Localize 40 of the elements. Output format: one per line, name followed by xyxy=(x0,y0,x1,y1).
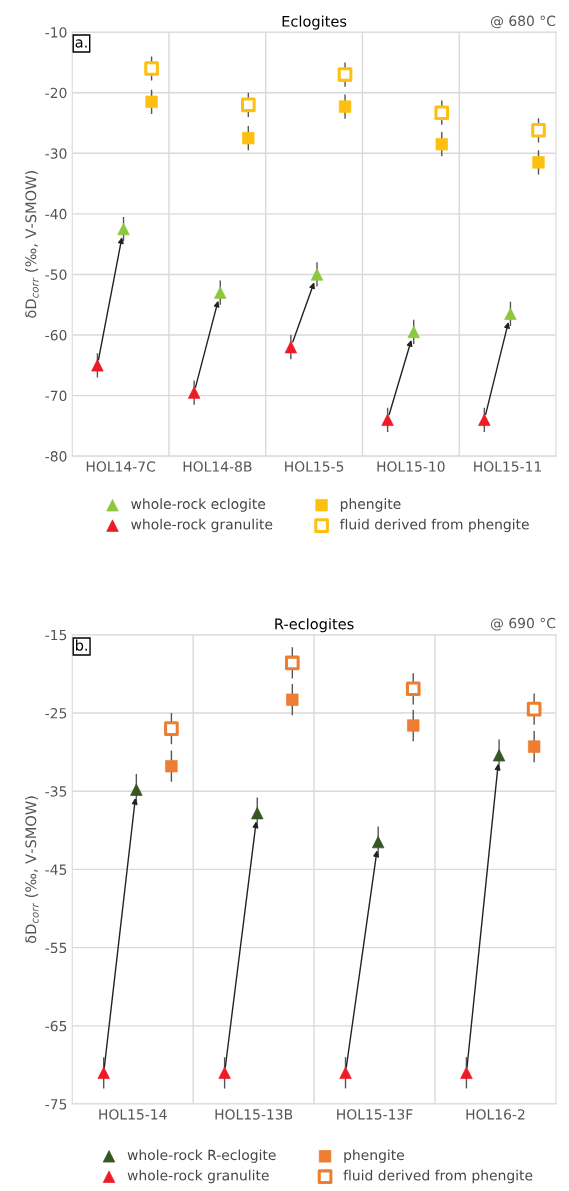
y-axis-title: δD$_{corr}$ (‰, V-SMOW) xyxy=(25,171,39,318)
y-tick-label: -20 xyxy=(45,87,67,99)
legend-label: whole-rock R-eclogite xyxy=(127,1149,276,1163)
y-tick-label: -10 xyxy=(45,27,67,38)
y-tick-label: -45 xyxy=(45,864,67,875)
x-tick-label: HOL15-11 xyxy=(474,461,541,472)
y-tick-label: -35 xyxy=(45,786,67,797)
x-tick-label: HOL15-13F xyxy=(337,1109,413,1120)
legend-label: fluid derived from phengite xyxy=(343,1169,533,1184)
x-tick-label: HOL16-2 xyxy=(466,1109,525,1120)
y-tick-label: -80 xyxy=(45,451,67,462)
y-axis-title: δD$_{corr}$ (‰, V-SMOW) xyxy=(25,796,39,944)
legend-label: whole-rock granulite xyxy=(127,1169,269,1184)
y-tick-label: -55 xyxy=(45,942,67,954)
y-tick-label: -40 xyxy=(45,208,67,220)
x-tick-label: HOL15-14 xyxy=(99,1109,167,1120)
x-tick-label: HOL15-5 xyxy=(285,461,344,472)
x-tick-label: HOL14-8B xyxy=(183,461,252,472)
y-tick-label: -30 xyxy=(45,148,67,159)
chart-title: R-eclogites xyxy=(275,618,354,633)
y-tick-label: -65 xyxy=(45,1020,67,1032)
y-tick-label: -60 xyxy=(45,329,67,341)
text: @ 690 °C xyxy=(490,617,556,631)
legend-label: phengite xyxy=(340,498,401,512)
y-tick-label: -70 xyxy=(45,390,67,402)
text: @ 680 °C xyxy=(490,15,556,29)
y-tick-label: -50 xyxy=(45,269,67,280)
legend-label: whole-rock granulite xyxy=(131,518,273,533)
x-tick-label: HOL15-10 xyxy=(377,461,445,472)
legend-label: phengite xyxy=(344,1149,405,1163)
annotation: b. xyxy=(76,639,87,651)
x-tick-label: HOL15-13B xyxy=(215,1109,293,1120)
chart-title: Eclogites xyxy=(282,15,347,30)
y-tick-label: -15 xyxy=(45,629,67,641)
legend-label: fluid derived from phengite xyxy=(339,518,529,533)
legend-label: whole-rock eclogite xyxy=(131,498,266,512)
annotation: a. xyxy=(75,39,87,48)
y-tick-label: -75 xyxy=(45,1099,67,1110)
y-tick-label: -25 xyxy=(45,707,67,719)
x-tick-label: HOL14-7C xyxy=(86,461,156,472)
